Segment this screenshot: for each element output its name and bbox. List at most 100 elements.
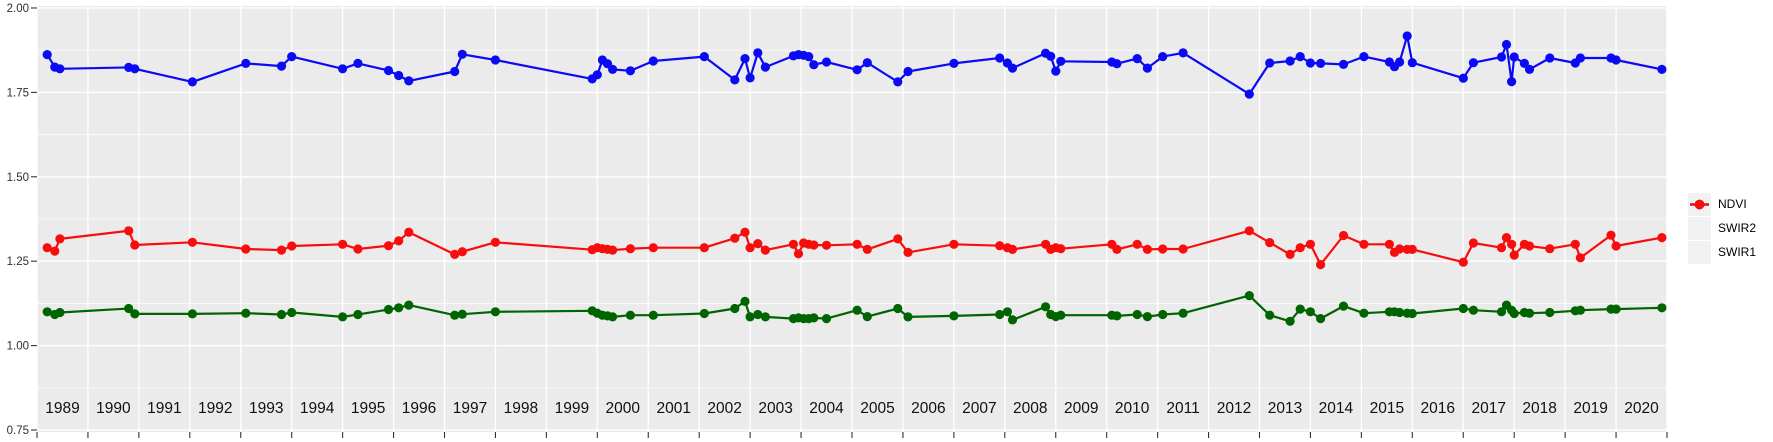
y-tick-label: 1.25 xyxy=(7,256,29,268)
x-year-label: 2007 xyxy=(962,400,996,417)
data-point-swir2 xyxy=(1285,316,1295,326)
data-point-swir1 xyxy=(338,239,348,249)
data-point-ndvi xyxy=(1407,58,1417,68)
data-point-swir1 xyxy=(457,247,467,257)
data-point-swir2 xyxy=(753,309,763,320)
data-point-ndvi xyxy=(42,50,52,60)
data-point-swir1 xyxy=(809,240,819,250)
x-year-label: 2004 xyxy=(809,400,844,417)
data-point-swir1 xyxy=(903,247,913,257)
data-point-swir2 xyxy=(903,312,913,322)
data-point-swir2 xyxy=(241,308,251,318)
data-point-ndvi xyxy=(821,57,832,67)
data-point-ndvi xyxy=(753,48,763,58)
data-point-swir2 xyxy=(760,312,771,322)
y-tick-label: 2.00 xyxy=(7,3,29,15)
data-point-swir1 xyxy=(1570,239,1580,249)
data-point-swir2 xyxy=(1468,305,1478,315)
data-point-swir1 xyxy=(50,246,60,256)
data-point-swir1 xyxy=(1132,239,1142,249)
legend-key-swir1-icon xyxy=(1688,199,1711,264)
data-point-swir1 xyxy=(287,241,297,251)
data-point-swir2 xyxy=(1002,307,1013,317)
data-point-swir1 xyxy=(1359,239,1369,249)
data-point-ndvi xyxy=(625,66,636,76)
x-year-label: 1996 xyxy=(402,400,436,417)
x-year-label: 2012 xyxy=(1217,400,1251,417)
data-point-swir1 xyxy=(55,234,65,244)
x-year-label: 2016 xyxy=(1421,400,1455,417)
data-point-swir2 xyxy=(1575,305,1585,315)
data-point-ndvi xyxy=(949,58,959,68)
data-point-ndvi xyxy=(1524,64,1535,74)
data-point-swir2 xyxy=(1509,308,1519,319)
data-point-swir1 xyxy=(1496,243,1507,253)
data-point-swir1 xyxy=(276,245,287,255)
data-point-ndvi xyxy=(1056,56,1066,66)
x-year-label: 2008 xyxy=(1013,400,1047,417)
data-point-swir2 xyxy=(1611,304,1621,314)
data-point-swir2 xyxy=(1158,309,1168,320)
data-point-swir2 xyxy=(1407,308,1417,319)
x-year-label: 1995 xyxy=(351,400,385,417)
data-point-swir1 xyxy=(42,243,52,253)
data-point-swir1 xyxy=(1178,244,1188,254)
data-point-ndvi xyxy=(276,61,287,71)
data-point-swir1 xyxy=(1611,241,1621,251)
legend-key-swir2-icon xyxy=(1688,199,1711,240)
data-point-swir1 xyxy=(187,237,197,247)
data-point-swir1 xyxy=(1007,244,1018,254)
data-point-ndvi xyxy=(893,77,903,87)
data-point-swir1 xyxy=(241,244,251,254)
legend-glyph-swir1-icon xyxy=(1690,199,1709,210)
x-year-label: 2015 xyxy=(1370,400,1404,417)
data-point-ndvi xyxy=(760,62,771,72)
y-tick-label: 1.75 xyxy=(7,87,29,99)
data-point-swir2 xyxy=(995,309,1005,320)
data-point-ndvi xyxy=(699,52,709,62)
data-point-swir1 xyxy=(821,240,832,250)
legend-label-swir2: SWIR2 xyxy=(1718,221,1757,235)
data-point-ndvi xyxy=(608,64,618,74)
data-point-ndvi xyxy=(1402,31,1412,41)
data-point-swir2 xyxy=(457,309,467,319)
data-point-swir2 xyxy=(383,304,394,315)
data-point-ndvi xyxy=(592,70,602,80)
data-point-swir1 xyxy=(949,239,959,249)
data-point-ndvi xyxy=(1545,53,1555,63)
data-point-ndvi xyxy=(1507,77,1517,87)
data-point-swir2 xyxy=(130,309,140,319)
data-point-ndvi xyxy=(1468,58,1478,68)
data-point-swir1 xyxy=(1606,230,1616,240)
data-point-swir2 xyxy=(699,308,709,319)
x-year-label: 1991 xyxy=(147,400,181,417)
data-point-swir1 xyxy=(1575,253,1585,263)
x-year-label: 2011 xyxy=(1166,400,1199,417)
data-point-ndvi xyxy=(1395,57,1405,67)
data-point-swir2 xyxy=(1041,302,1051,312)
y-tick-label: 0.75 xyxy=(7,425,29,437)
data-point-ndvi xyxy=(745,73,755,83)
data-point-ndvi xyxy=(1295,52,1305,62)
x-year-label: 2013 xyxy=(1268,400,1302,417)
data-point-swir2 xyxy=(1178,308,1188,318)
data-point-ndvi xyxy=(995,53,1005,63)
x-year-label: 2019 xyxy=(1573,400,1607,417)
data-point-swir2 xyxy=(1244,291,1254,301)
y-tick-label: 1.00 xyxy=(7,341,29,353)
data-point-ndvi xyxy=(450,66,460,77)
data-point-ndvi xyxy=(1265,58,1275,68)
data-point-swir2 xyxy=(862,312,872,322)
x-year-label: 2009 xyxy=(1064,400,1098,417)
data-point-swir1 xyxy=(1395,244,1405,254)
x-year-label: 2005 xyxy=(860,400,894,417)
data-point-ndvi xyxy=(353,58,363,68)
data-point-ndvi xyxy=(862,58,872,68)
x-year-label: 1992 xyxy=(198,400,232,417)
data-point-ndvi xyxy=(1458,73,1468,83)
data-point-swir1 xyxy=(1507,239,1517,249)
data-point-swir2 xyxy=(1142,312,1152,322)
data-point-ndvi xyxy=(740,54,750,64)
data-point-swir2 xyxy=(276,309,287,320)
data-point-ndvi xyxy=(1046,51,1056,61)
